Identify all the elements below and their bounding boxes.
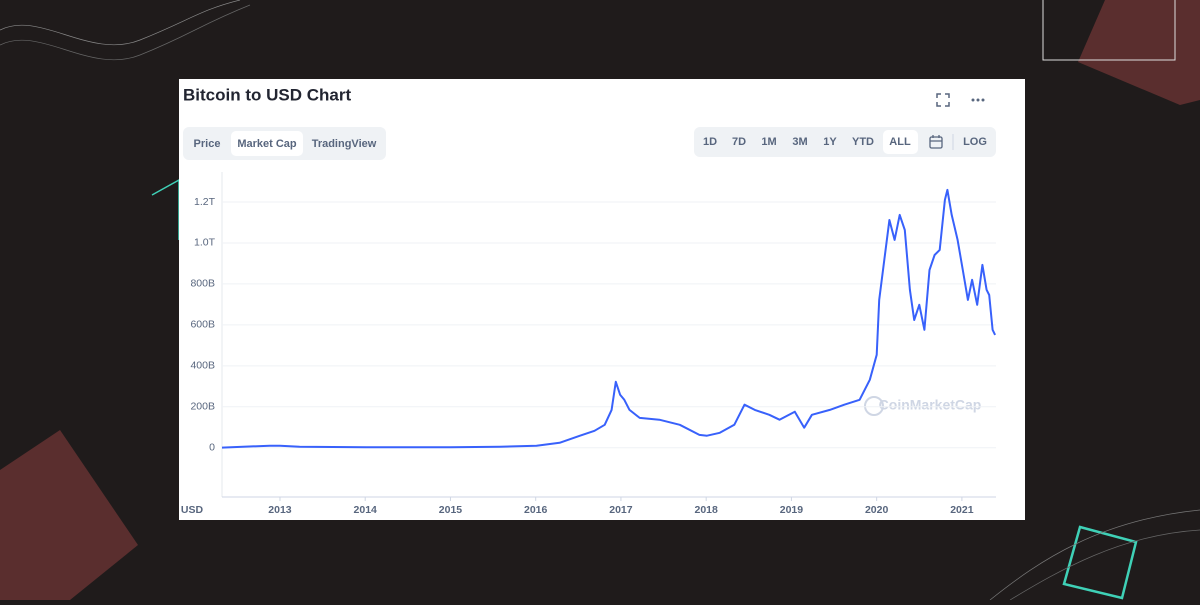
- x-tick-label: 2015: [439, 504, 463, 516]
- x-tick-label: 2020: [865, 504, 889, 516]
- price-line: [221, 188, 996, 449]
- range-button[interactable]: 7D: [732, 136, 746, 148]
- tab[interactable]: Price: [194, 138, 221, 150]
- x-tick-label: 2021: [950, 504, 974, 516]
- x-tick-label: 2019: [780, 504, 804, 516]
- more-icon[interactable]: [971, 98, 985, 102]
- y-tick-label: 600B: [190, 319, 215, 331]
- y-tick-label: 400B: [190, 360, 215, 372]
- active-range-bg: [883, 130, 918, 154]
- watermark: CoinMarketCap: [879, 397, 982, 413]
- y-tick-label: 0: [209, 442, 215, 454]
- tab[interactable]: Market Cap: [237, 138, 297, 150]
- x-tick-label: 2017: [609, 504, 633, 516]
- x-tick-label: 2016: [524, 504, 548, 516]
- range-button[interactable]: 1M: [761, 136, 776, 148]
- log-button[interactable]: LOG: [963, 136, 987, 148]
- range-button[interactable]: ALL: [889, 136, 911, 148]
- x-tick-label: 2013: [268, 504, 292, 516]
- x-tick-label: 2018: [694, 504, 718, 516]
- fullscreen-icon[interactable]: [936, 93, 950, 107]
- range-group: [694, 127, 996, 157]
- range-button[interactable]: 1D: [703, 136, 717, 148]
- watermark-logo: [864, 396, 884, 416]
- y-tick-label: 1.0T: [194, 237, 216, 249]
- tab[interactable]: TradingView: [312, 138, 377, 150]
- calendar-icon[interactable]: [929, 135, 943, 149]
- y-tick-label: 800B: [190, 278, 215, 290]
- range-button[interactable]: 1Y: [823, 136, 837, 148]
- y-tick-label: 1.2T: [194, 196, 216, 208]
- axis-label: USD: [181, 504, 204, 516]
- y-tick-label: 200B: [190, 401, 215, 413]
- range-button[interactable]: YTD: [852, 136, 874, 148]
- x-tick-label: 2014: [354, 504, 378, 516]
- range-button[interactable]: 3M: [792, 136, 807, 148]
- chart-title: Bitcoin to USD Chart: [183, 85, 351, 104]
- active-tab-bg: [231, 131, 303, 156]
